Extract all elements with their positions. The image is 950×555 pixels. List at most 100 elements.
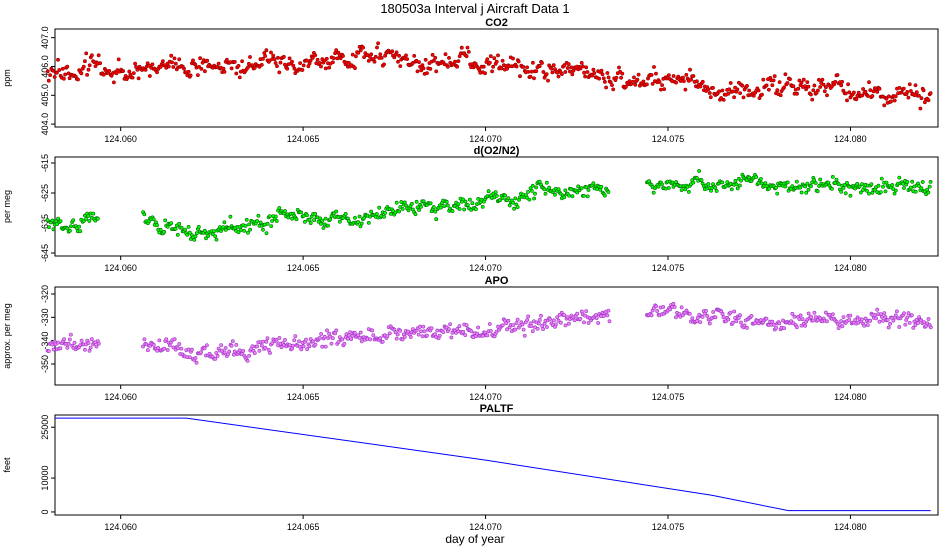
data-point: [398, 205, 403, 209]
data-point: [691, 180, 696, 185]
data-point: [910, 179, 915, 184]
y-tick-label: -320: [40, 285, 50, 303]
data-point: [471, 65, 476, 70]
data-point: [304, 337, 308, 342]
data-point: [410, 327, 415, 332]
data-point: [428, 201, 433, 206]
data-point: [268, 351, 272, 355]
data-point: [232, 60, 237, 64]
data-point: [279, 345, 284, 350]
data-point: [855, 181, 860, 186]
data-point: [592, 71, 597, 76]
data-point: [79, 338, 84, 343]
data-point: [812, 83, 817, 88]
data-point: [881, 184, 885, 189]
data-point: [806, 84, 811, 89]
data-point: [204, 343, 209, 348]
data-point: [475, 331, 480, 336]
data-point: [423, 57, 428, 62]
data-point: [346, 61, 351, 65]
data-point: [86, 214, 91, 218]
data-point: [359, 339, 364, 344]
data-point: [515, 317, 520, 322]
x-tick-label: 124.075: [652, 392, 685, 402]
data-point: [334, 48, 339, 53]
y-tick-label: 406.0: [40, 55, 50, 78]
panels: CO2 ppm 124.060 124.065 124.070 124.075 124.08…: [2, 17, 939, 532]
data-point: [383, 211, 387, 215]
data-point: [759, 177, 763, 181]
data-point: [514, 64, 519, 69]
data-point: [921, 88, 926, 93]
data-point: [172, 337, 177, 342]
data-point: [563, 323, 568, 328]
data-point: [652, 65, 656, 69]
data-point: [62, 337, 67, 342]
data-point: [388, 211, 393, 216]
data-point: [492, 56, 497, 61]
data-point: [552, 318, 556, 323]
data-point: [797, 317, 802, 322]
data-point: [662, 87, 667, 92]
data-point: [596, 321, 601, 325]
data-point: [839, 189, 844, 194]
data-point: [493, 190, 498, 195]
data-point: [760, 92, 764, 97]
data-point: [515, 205, 520, 210]
data-point: [525, 195, 529, 200]
data-point: [470, 201, 475, 206]
data-point: [222, 70, 227, 74]
data-point: [219, 343, 224, 348]
data-point: [372, 59, 377, 64]
data-point: [886, 325, 891, 330]
data-point: [663, 186, 668, 191]
data-point: [767, 87, 771, 92]
data-point: [170, 60, 174, 65]
data-point: [562, 195, 567, 200]
data-point: [346, 219, 351, 223]
data-point: [421, 324, 426, 329]
data-point: [319, 332, 324, 336]
data-point: [162, 229, 167, 234]
data-point: [331, 56, 336, 61]
data-point: [353, 215, 357, 220]
data-point: [69, 224, 73, 229]
y-tick-label: -615: [40, 154, 50, 172]
data-point: [212, 229, 217, 234]
data-point: [825, 319, 829, 324]
data-point: [467, 197, 472, 202]
data-point: [867, 191, 871, 196]
data-point: [445, 64, 450, 69]
data-point: [865, 323, 870, 328]
data-point: [213, 356, 218, 361]
data-point: [187, 355, 192, 360]
data-point: [816, 88, 820, 93]
data-point: [774, 185, 778, 190]
data-point: [246, 61, 251, 66]
data-point: [275, 64, 279, 69]
data-point: [283, 209, 287, 213]
data-point: [897, 175, 902, 180]
data-point: [188, 73, 193, 78]
data-point: [323, 344, 328, 349]
data-point: [434, 217, 439, 222]
data-point: [821, 82, 826, 87]
data-point: [551, 63, 556, 68]
data-point: [830, 174, 835, 179]
data-point: [429, 326, 434, 331]
data-point: [799, 80, 804, 85]
data-point: [567, 321, 571, 326]
data-point: [496, 53, 500, 58]
data-point: [172, 56, 177, 61]
data-point: [611, 87, 616, 92]
data-point: [56, 57, 60, 62]
data-point: [595, 187, 599, 191]
data-point: [273, 61, 278, 65]
data-point: [526, 314, 531, 319]
data-point: [824, 85, 828, 90]
data-point: [488, 54, 493, 59]
data-point: [790, 311, 795, 316]
data-point: [335, 56, 340, 61]
data-point: [511, 56, 515, 61]
data-point: [420, 63, 425, 68]
